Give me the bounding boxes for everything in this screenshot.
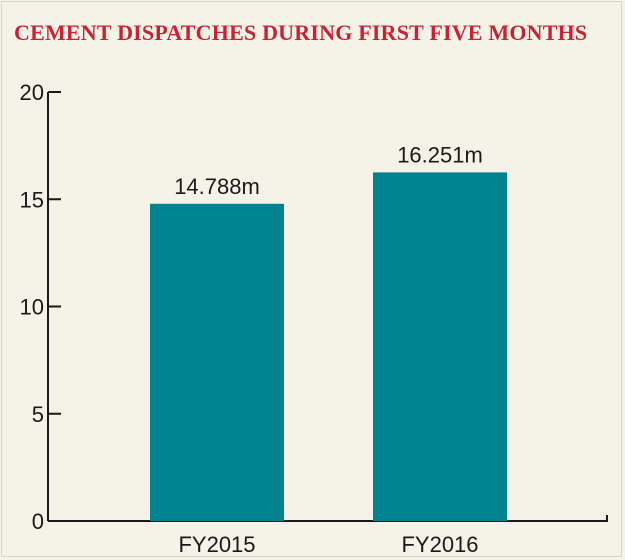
bar-fy2015 [150,203,284,521]
y-tick-label: 20 [20,80,44,105]
chart-title: CEMENT DISPATCHES DURING FIRST FIVE MONT… [14,20,588,45]
y-tick-label: 5 [32,402,44,427]
y-tick-label: 0 [32,509,44,534]
x-tick-label-fy2016: FY2016 [401,532,478,557]
y-tick-label: 15 [20,187,44,212]
y-tick-label: 10 [20,295,44,320]
x-tick-label-fy2015: FY2015 [178,532,255,557]
data-label-fy2015: 14.788m [174,174,260,199]
data-label-fy2016: 16.251m [397,142,483,167]
bar-fy2016 [373,172,507,521]
